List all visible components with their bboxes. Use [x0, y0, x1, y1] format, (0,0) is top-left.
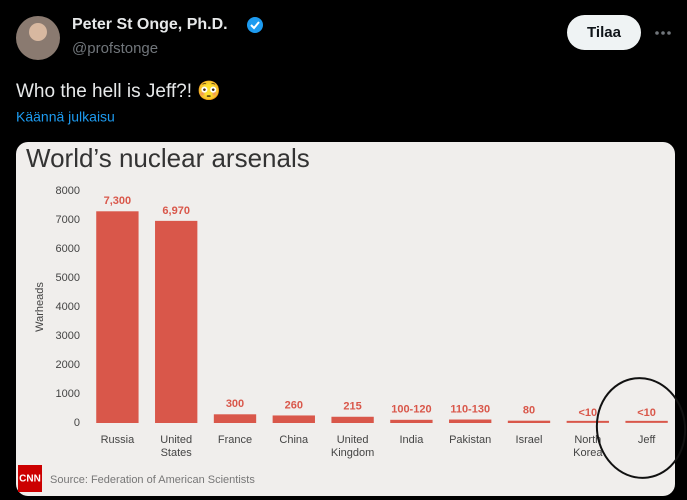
- x-tick-label: Israel: [516, 434, 543, 446]
- source: Source: Federation of American Scientist…: [50, 474, 255, 486]
- x-tick-label: China: [279, 434, 309, 446]
- bar: [390, 419, 433, 423]
- value-label: 110-130: [450, 403, 490, 415]
- logo: CNN: [19, 474, 41, 485]
- author-name[interactable]: Peter St Onge, Ph.D.: [72, 16, 228, 33]
- y-tick-label: 7000: [56, 214, 80, 226]
- hand-drawn-circle: [595, 377, 687, 479]
- value-label: 80: [523, 405, 535, 417]
- y-tick-label: 2000: [56, 359, 80, 371]
- logo-box: [18, 465, 42, 492]
- x-tick-label: Russia: [101, 434, 136, 446]
- value-label: 300: [226, 398, 244, 410]
- y-tick-label: 0: [74, 417, 80, 429]
- x-tick-label: India: [399, 434, 424, 446]
- translate-link[interactable]: Käännä julkaisu: [16, 109, 115, 125]
- avatar-face: [29, 23, 47, 41]
- x-tick-label: Pakistan: [449, 434, 491, 446]
- y-tick-label: 8000: [56, 185, 80, 197]
- value-label: 7,300: [104, 195, 132, 207]
- value-label: 6,970: [162, 205, 190, 217]
- tweet-text: Who the hell is Jeff?! 😳: [16, 80, 221, 102]
- bar: [331, 416, 374, 423]
- y-tick-label: 1000: [56, 388, 80, 400]
- bar: [625, 420, 668, 423]
- verified-badge: [247, 17, 263, 33]
- plot: 0 1000 2000 3000 4000 5000 6000 7000 8000 Russia 7…: [56, 185, 668, 459]
- value-label: <10: [578, 407, 597, 419]
- bar: [507, 420, 551, 423]
- verified-check: [250, 21, 260, 30]
- subscribe-button[interactable]: [567, 15, 641, 50]
- y-tick-label: 6000: [56, 243, 80, 255]
- bar: [566, 420, 609, 423]
- value-label: 260: [285, 399, 303, 411]
- y-axis-label: Warheads: [34, 282, 46, 332]
- subscribe-label: Tilaa: [587, 24, 622, 41]
- value-label: <10: [637, 407, 656, 419]
- chart-title: World’s nuclear arsenals: [26, 143, 310, 173]
- x-tick-label: Jeff: [638, 434, 656, 446]
- y-tick-label: 4000: [56, 301, 80, 313]
- y-tick-label: 3000: [56, 330, 80, 342]
- bar: [96, 211, 139, 423]
- bar: [155, 220, 198, 423]
- value-label: 215: [343, 401, 361, 413]
- bar: [449, 419, 492, 423]
- x-tick-label: United States: [160, 434, 192, 459]
- x-tick-label: United Kingdom: [331, 434, 374, 459]
- bar: [213, 414, 257, 423]
- value-label: 100-120: [391, 404, 431, 416]
- x-tick-label: North Korea: [573, 434, 603, 459]
- y-tick-label: 5000: [56, 272, 80, 284]
- bar: [272, 415, 315, 423]
- more-menu[interactable]: [655, 31, 671, 35]
- author-handle[interactable]: @profstonge: [72, 40, 158, 57]
- x-tick-label: France: [218, 434, 252, 446]
